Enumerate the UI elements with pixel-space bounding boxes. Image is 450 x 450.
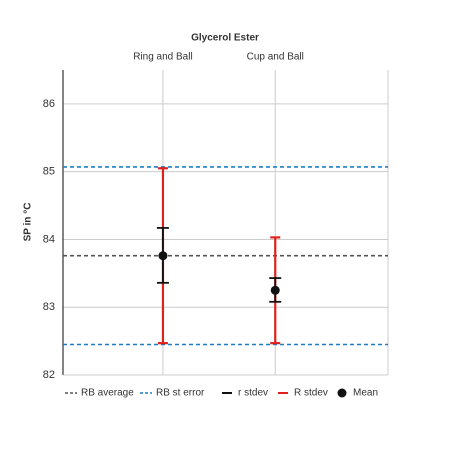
mean-point	[270, 285, 280, 295]
legend-swatch	[337, 388, 347, 398]
category-label: Cup and Ball	[247, 52, 304, 63]
y-tick-label: 86	[43, 98, 55, 110]
y-axis-label: SP in °C	[23, 203, 34, 242]
y-tick-label: 84	[43, 233, 55, 245]
category-label: Ring and Ball	[133, 52, 192, 63]
y-tick-label: 82	[43, 369, 55, 381]
legend-label: RB st error	[156, 388, 205, 399]
legend-label: RB average	[81, 388, 134, 399]
y-tick-label: 85	[43, 166, 55, 178]
legend-label: r stdev	[238, 388, 268, 399]
y-tick-label: 83	[43, 301, 55, 313]
mean-point	[158, 251, 168, 261]
chart-title: Glycerol Ester	[191, 33, 259, 44]
legend-label: R stdev	[294, 388, 328, 399]
legend-label: Mean	[353, 388, 378, 399]
